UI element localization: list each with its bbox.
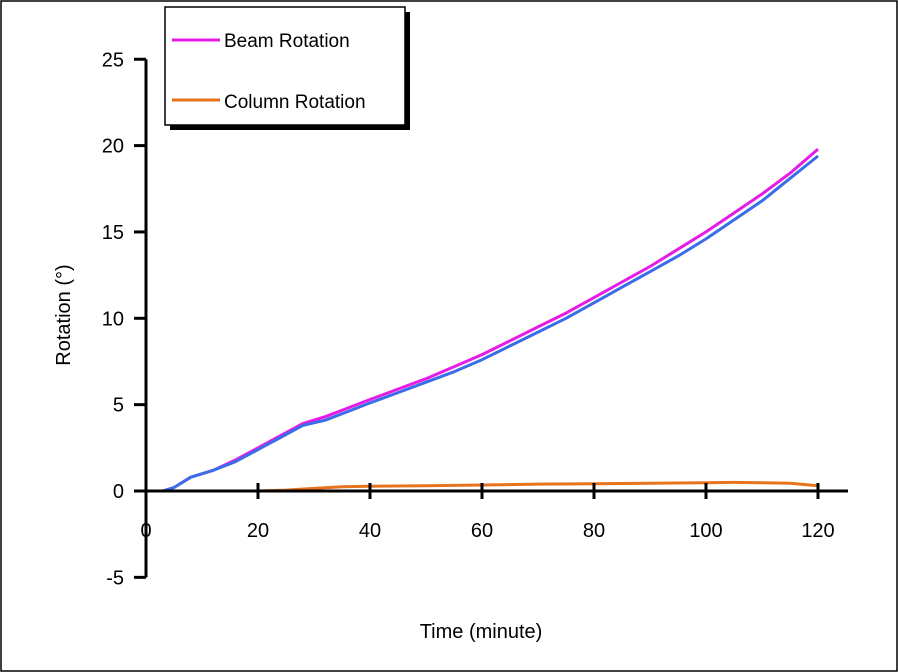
y-tick-label: 10 bbox=[102, 308, 124, 330]
x-tick-label: 40 bbox=[359, 520, 381, 542]
y-tick-label: 0 bbox=[113, 481, 124, 503]
y-axis-title: Rotation (°) bbox=[53, 264, 75, 365]
series-line-beam-rotation bbox=[162, 147, 819, 493]
legend-label-column-rotation: Column Rotation bbox=[224, 92, 366, 113]
x-tick-label: 100 bbox=[689, 520, 722, 542]
legend-box bbox=[164, 6, 406, 126]
x-tick-label: 60 bbox=[471, 520, 493, 542]
series-line-unlabeled-1 bbox=[162, 154, 819, 493]
x-tick-label: 120 bbox=[801, 520, 834, 542]
x-tick-label: 80 bbox=[583, 520, 605, 542]
y-tick-label: 20 bbox=[102, 136, 124, 158]
legend: Beam Rotation Column Rotation bbox=[164, 6, 410, 130]
y-tick-label: -5 bbox=[106, 567, 124, 589]
x-tick-label: 0 bbox=[140, 520, 151, 542]
legend-label-beam-rotation: Beam Rotation bbox=[224, 31, 350, 52]
x-axis-title: Time (minute) bbox=[420, 621, 543, 643]
axes: -5 0 5 10 15 20 25 0 20 40 60 80 100 120 bbox=[102, 49, 848, 589]
y-tick-label: 15 bbox=[102, 222, 124, 244]
x-tick-label: 20 bbox=[247, 520, 269, 542]
y-tick-label: 5 bbox=[113, 395, 124, 417]
y-tick-label: 25 bbox=[102, 49, 124, 71]
